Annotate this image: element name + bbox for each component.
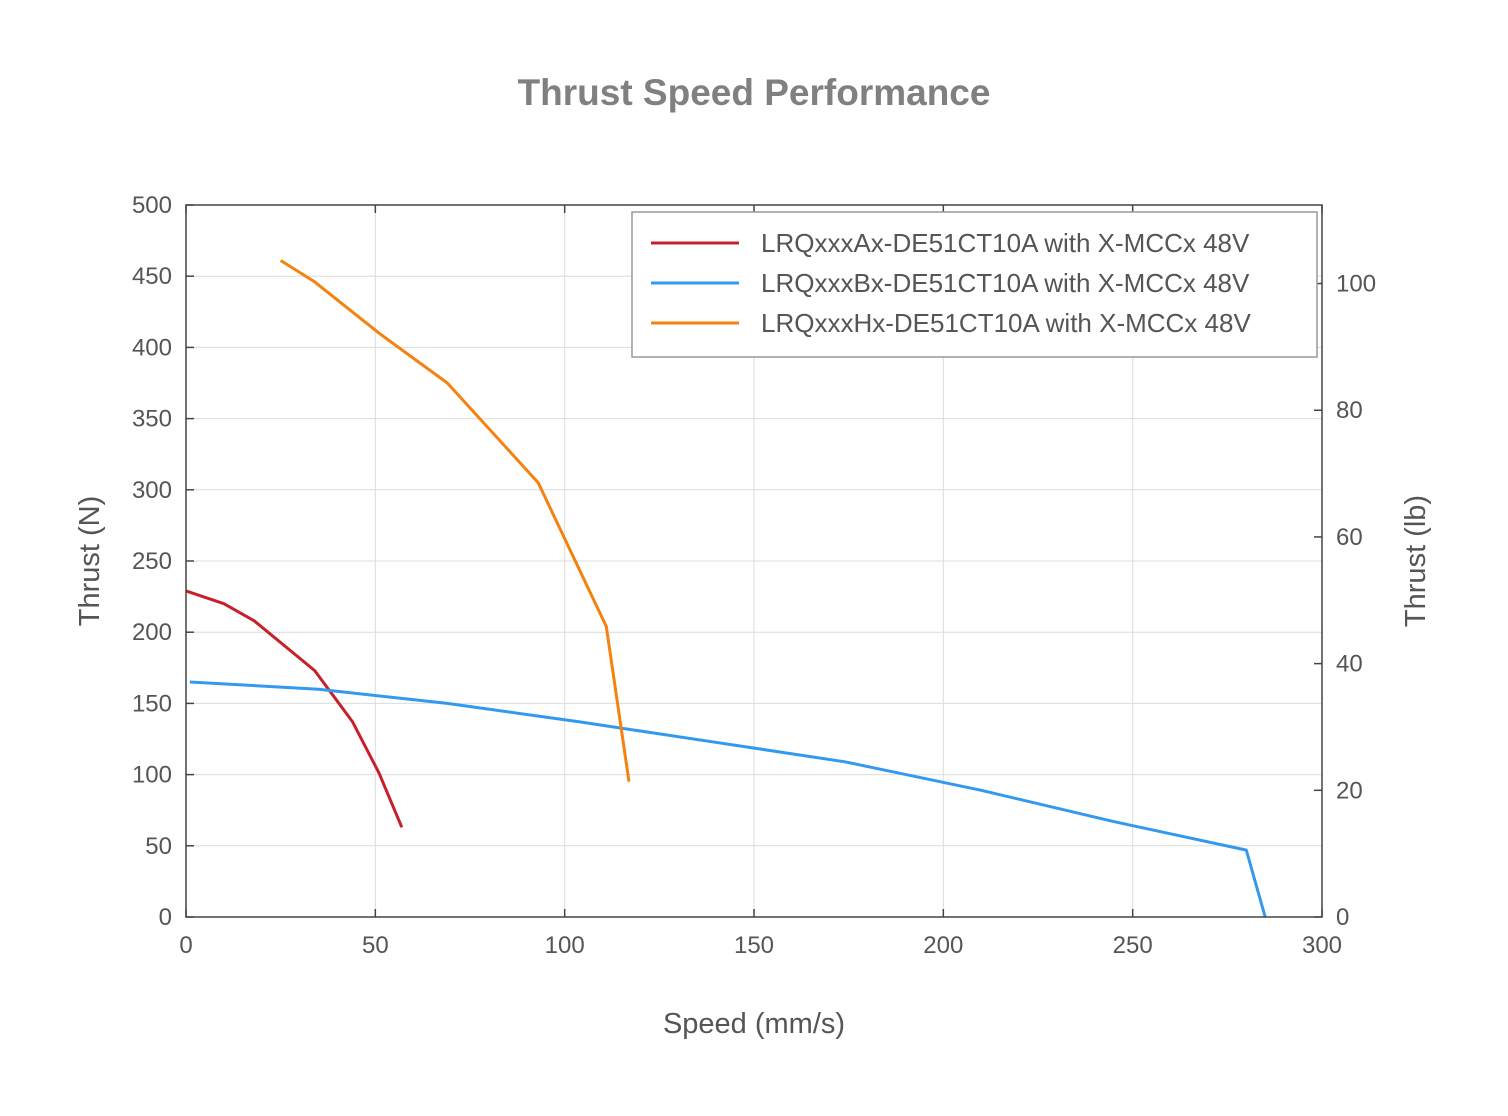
x-tick-label: 0: [179, 932, 192, 959]
legend-box: [631, 211, 1318, 358]
y-axis-label: Thrust (N): [74, 496, 106, 627]
y2-tick-label: 100: [1336, 271, 1376, 298]
plot-series: [185, 259, 1267, 918]
y-tick-label: 50: [145, 833, 172, 860]
y-tick-label: 100: [132, 762, 172, 789]
series-line-2: [189, 680, 1267, 918]
legend: LRQxxxAx-DE51CT10A with X-MCCx 48V LRQxxx…: [631, 211, 1318, 358]
x-tick-label: 250: [1113, 932, 1153, 959]
series-line-1: [185, 589, 404, 828]
axes: 0 50 100 150 200 250 3000501001502002503003504…: [132, 192, 1376, 959]
y-tick-label: 450: [132, 263, 172, 290]
y-tick-label: 150: [132, 690, 172, 717]
y2-tick-label: 0: [1336, 904, 1349, 931]
y-tick-label: 400: [132, 334, 172, 361]
series-line-3: [279, 259, 631, 782]
y-tick-label: 200: [132, 619, 172, 646]
chart-title: Thrust Speed Performance: [518, 72, 991, 113]
y-tick-label: 500: [132, 192, 172, 219]
x-tick-label: 300: [1302, 932, 1342, 959]
legend-label-3: LRQxxxHx-DE51CT10A with X-MCCx 48V: [761, 308, 1251, 338]
y2-axis-label: Thrust (lb): [1400, 495, 1432, 627]
x-tick-label: 100: [545, 932, 585, 959]
x-axis-label: Speed (mm/s): [663, 1008, 845, 1040]
y2-tick-label: 80: [1336, 397, 1363, 424]
y-tick-label: 250: [132, 548, 172, 575]
y2-tick-label: 40: [1336, 651, 1363, 678]
y-tick-label: 350: [132, 406, 172, 433]
y-tick-label: 0: [159, 904, 172, 931]
y2-tick-label: 20: [1336, 777, 1363, 804]
legend-label-2: LRQxxxBx-DE51CT10A with X-MCCx 48V: [761, 268, 1250, 298]
y-tick-label: 300: [132, 477, 172, 504]
legend-label-1: LRQxxxAx-DE51CT10A with X-MCCx 48V: [761, 228, 1250, 258]
x-tick-label: 150: [734, 932, 774, 959]
x-tick-label: 50: [362, 932, 389, 959]
x-tick-label: 200: [923, 932, 963, 959]
y2-tick-label: 60: [1336, 524, 1363, 551]
